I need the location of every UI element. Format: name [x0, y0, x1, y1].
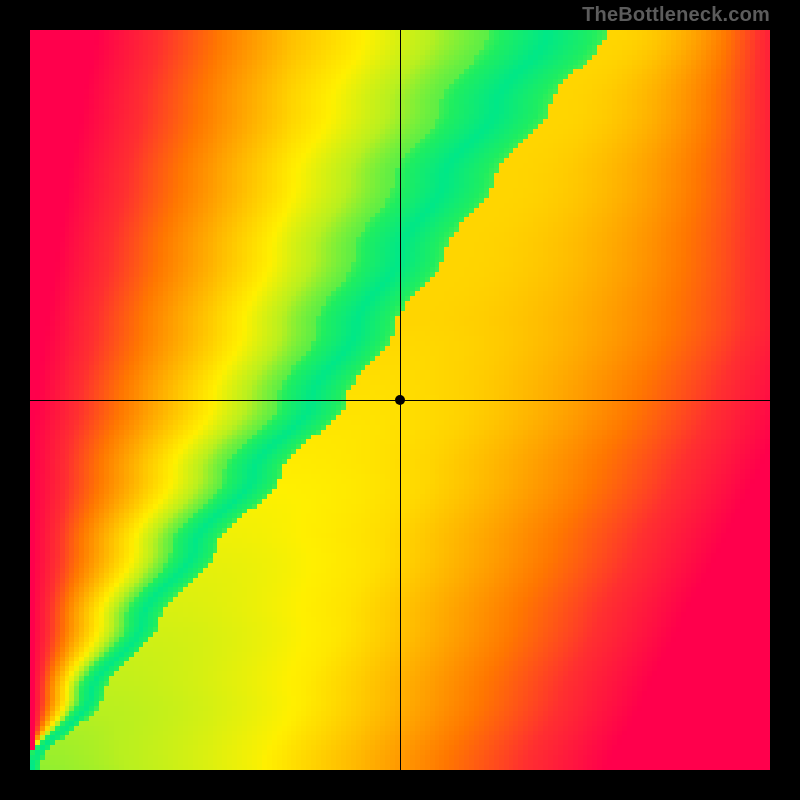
bottleneck-heatmap: TheBottleneck.com — [0, 0, 800, 800]
crosshair-overlay — [0, 0, 800, 800]
watermark-label: TheBottleneck.com — [582, 4, 770, 27]
